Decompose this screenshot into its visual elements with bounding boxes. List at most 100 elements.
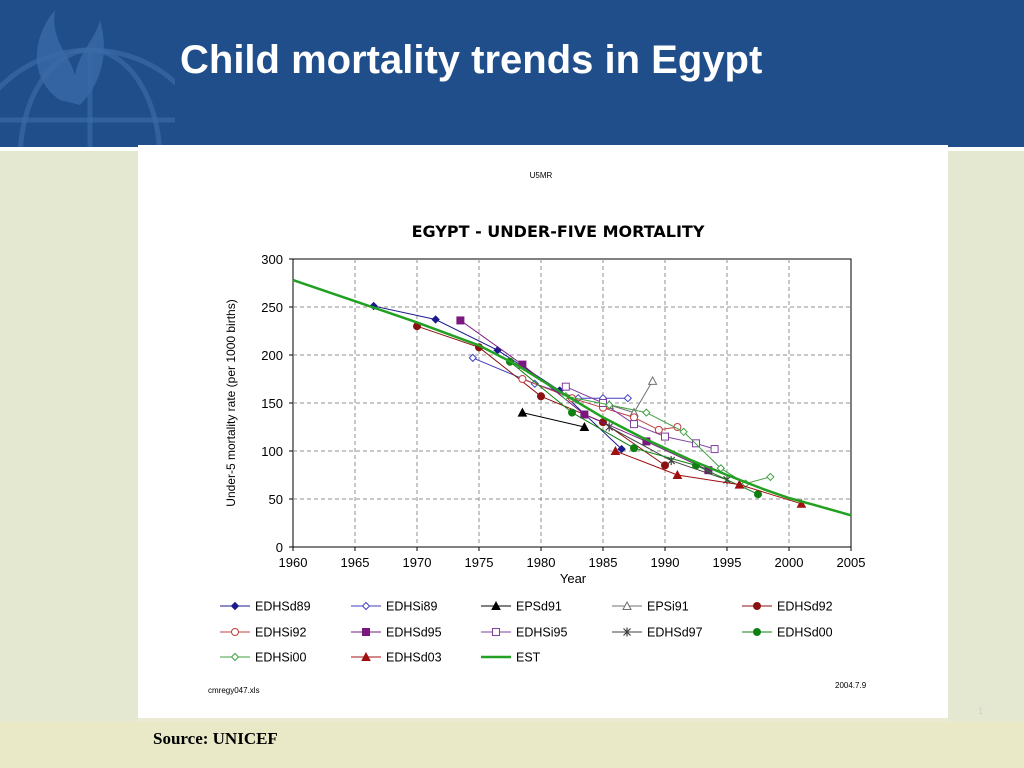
legend-item-edhsd95: EDHSd95 — [351, 626, 442, 640]
series-line-est — [292, 278, 852, 517]
axis-layer: 1960 1965 1970 1975 1980 1985 1990 1995 2000 2005… — [261, 252, 865, 570]
x-tick-label: 1960 — [279, 555, 308, 570]
data-point-edhsd89 — [617, 444, 626, 454]
legend-marker — [753, 602, 761, 610]
data-point-edhsi92 — [654, 425, 663, 434]
legend-label: EPSd91 — [516, 600, 562, 614]
series-line-edhsd03 — [615, 450, 802, 505]
legend-label: EDHSd89 — [255, 600, 311, 614]
series-edhsd00 — [506, 357, 762, 499]
right-background-panel — [948, 151, 1024, 721]
data-point-edhsd95 — [580, 410, 589, 419]
data-point-edhsd00 — [630, 444, 638, 453]
legend-label: EST — [516, 651, 541, 665]
series-est — [292, 278, 852, 517]
legend-label: EDHSd95 — [386, 626, 442, 640]
legend-label: EDHSd92 — [777, 600, 833, 614]
data-point-edhsd03 — [672, 469, 683, 479]
legend-marker — [492, 628, 500, 636]
flame-globe-logo-icon — [0, 10, 175, 147]
legend-marker — [622, 600, 632, 610]
y-axis-label: Under-5 mortality rate (per 1000 births) — [224, 299, 238, 506]
data-point-edhsi92 — [518, 375, 527, 383]
x-tick-label: 1985 — [589, 555, 618, 570]
chart-panel: U5MR EGYPT - UNDER-FIVE MORTALITY 1960 19… — [138, 145, 948, 718]
legend-item-edhsi92: EDHSi92 — [220, 626, 306, 640]
data-point-epsd91 — [517, 407, 528, 417]
x-tick-label: 2005 — [837, 555, 866, 570]
data-point-edhsd00 — [754, 490, 762, 499]
legend-item-epsi91: EPSi91 — [612, 600, 689, 614]
legend-item-edhsi95: EDHSi95 — [481, 626, 567, 640]
data-point-edhsd95 — [456, 316, 465, 325]
x-axis-label: Year — [560, 571, 587, 586]
data-point-edhsd92 — [661, 461, 669, 470]
x-tick-label: 1975 — [465, 555, 494, 570]
y-tick-label: 250 — [261, 300, 283, 315]
series-epsd91 — [517, 407, 590, 431]
data-point-edhsi00 — [679, 427, 688, 437]
legend-label: EDHSd03 — [386, 651, 442, 665]
data-point-edhsd92 — [537, 392, 545, 401]
data-point-edhsd97 — [605, 422, 614, 432]
data-point-edhsi95 — [561, 382, 570, 391]
y-tick-label: 100 — [261, 444, 283, 459]
source-note: Source: UNICEF — [153, 729, 278, 748]
legend-item-edhsd00: EDHSd00 — [742, 626, 833, 640]
legend-marker — [753, 628, 761, 636]
legend-label: EDHSi92 — [255, 626, 306, 640]
x-tick-label: 1995 — [713, 555, 742, 570]
legend-item-est: EST — [481, 651, 541, 665]
data-point-edhsi95 — [661, 432, 669, 441]
series-edhsd95 — [456, 316, 713, 475]
footer-band — [0, 722, 1024, 768]
date-note: 2004.7.9 — [835, 681, 867, 690]
legend-item-edhsd89: EDHSd89 — [220, 600, 311, 614]
data-point-edhsi00 — [766, 472, 775, 482]
legend-marker — [361, 651, 371, 661]
legend: EDHSd89 EDHSi89 EPSd91 EPSi91 EDHSd92 EDHSi92… — [220, 600, 833, 665]
legend-item-edhsi00: EDHSi00 — [220, 651, 306, 665]
data-point-edhsd00 — [568, 408, 576, 417]
data-point-edhsi89 — [623, 393, 633, 403]
y-tick-label: 200 — [261, 348, 283, 363]
data-point-edhsi95 — [710, 445, 719, 454]
legend-item-edhsd92: EDHSd92 — [742, 600, 833, 614]
series-layer — [292, 278, 852, 517]
legend-item-edhsd97: EDHSd97 — [612, 626, 703, 640]
slide-title: Child mortality trends in Egypt — [180, 38, 763, 82]
legend-label: EDHSd97 — [647, 626, 703, 640]
legend-marker — [491, 600, 501, 610]
legend-marker — [231, 628, 239, 636]
y-tick-label: 50 — [269, 492, 283, 507]
legend-label: EDHSi00 — [255, 651, 306, 665]
file-note: cmregy047.xls — [208, 686, 260, 695]
x-tick-label: 1990 — [651, 555, 680, 570]
legend-label: EPSi91 — [647, 600, 689, 614]
data-point-edhsd03 — [610, 445, 621, 455]
y-tick-label: 0 — [276, 540, 283, 555]
page-number: 1 — [978, 706, 984, 716]
x-tick-label: 1980 — [527, 555, 556, 570]
legend-item-epsd91: EPSd91 — [481, 600, 562, 614]
data-point-edhsi00 — [642, 408, 651, 417]
sheet-label: U5MR — [530, 171, 553, 180]
grid-layer — [292, 258, 852, 548]
legend-label: EDHSi95 — [516, 626, 567, 640]
data-point-edhsd03 — [796, 498, 807, 508]
data-point-edhsi95 — [630, 420, 638, 429]
data-point-edhsi89 — [468, 353, 478, 363]
legend-label: EDHSi89 — [386, 600, 437, 614]
data-point-edhsi00 — [604, 400, 614, 410]
y-tick-label: 150 — [261, 396, 283, 411]
legend-marker — [623, 627, 631, 637]
series-edhsd97 — [605, 422, 731, 485]
legend-item-edhsi89: EDHSi89 — [351, 600, 437, 614]
y-tick-label: 300 — [261, 252, 283, 267]
series-line-epsd91 — [522, 412, 585, 428]
left-background-panel — [0, 151, 138, 721]
x-tick-label: 1965 — [341, 555, 370, 570]
slide-header: Child mortality trends in Egypt — [0, 0, 1024, 147]
mortality-chart: U5MR EGYPT - UNDER-FIVE MORTALITY 1960 19… — [208, 171, 867, 695]
legend-marker — [230, 652, 240, 662]
